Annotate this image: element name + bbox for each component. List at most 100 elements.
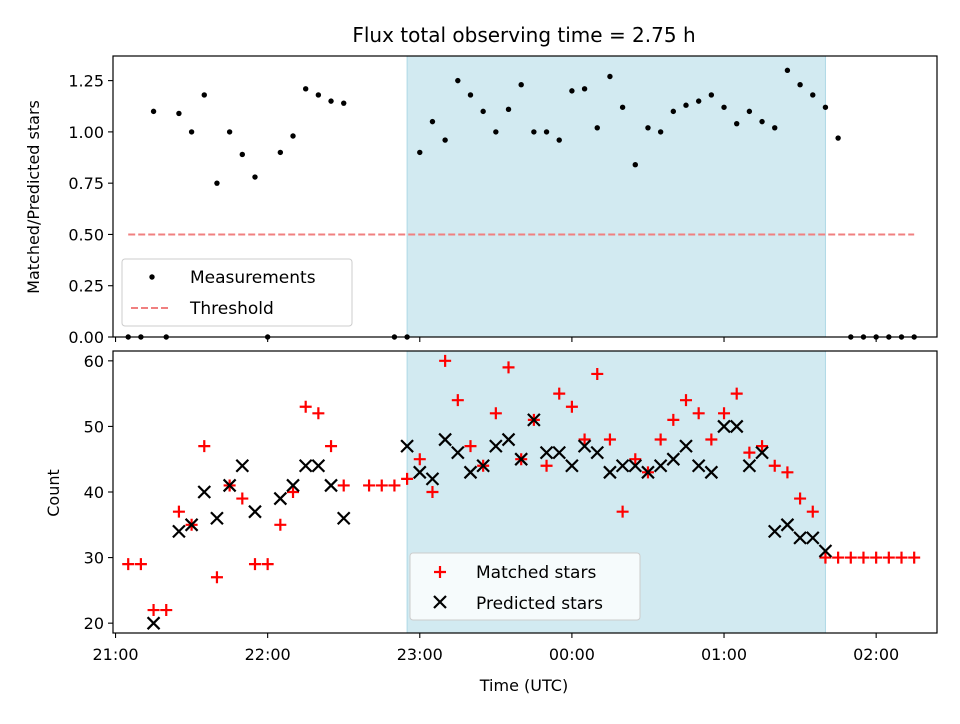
measurement-point <box>442 137 448 143</box>
bottom-y-axis-label: Count <box>44 469 63 517</box>
measurement-point <box>721 104 727 110</box>
bottom-y-tick-label: 40 <box>84 483 104 502</box>
matched-star-point <box>679 394 692 407</box>
predicted-star-point <box>235 458 250 473</box>
measurement-point <box>429 118 436 125</box>
matched-star-point <box>768 459 781 472</box>
predicted-star-point <box>438 432 452 447</box>
matched-star-point <box>375 479 388 492</box>
measurement-point <box>480 108 486 115</box>
measurement-point <box>670 108 677 115</box>
matched-star-point <box>134 558 147 571</box>
matched-star-point <box>363 479 376 492</box>
predicted-star-point <box>324 478 338 493</box>
measurement-point <box>746 108 753 115</box>
predicted-star-point <box>641 465 655 480</box>
matched-star-point <box>819 551 832 564</box>
matched-star-point <box>832 551 845 564</box>
matched-star-point <box>578 433 591 446</box>
legend-predicted-marker <box>433 595 447 609</box>
matched-star-point <box>337 479 350 492</box>
top-points-layer <box>125 67 917 340</box>
legend-measurements-label: Measurements <box>190 268 316 288</box>
top-y-axis-label: Matched/Predicted stars <box>24 100 43 294</box>
bottom-x-tick-label: 01:00 <box>701 645 747 664</box>
measurement-point <box>417 149 423 156</box>
bottom-x-tick-label: 00:00 <box>549 645 595 664</box>
matched-star-point <box>147 604 160 617</box>
matched-star-point <box>401 472 414 485</box>
top-legend: Measurements Threshold <box>121 258 353 327</box>
bottom-y-tick-label: 20 <box>84 614 104 633</box>
measurement-point <box>455 77 461 84</box>
predicted-star-point <box>413 465 427 480</box>
matched-star-point <box>464 440 477 453</box>
predicted-star-point <box>146 616 161 630</box>
measurement-point <box>290 133 296 139</box>
matched-star-point <box>908 551 921 564</box>
predicted-star-point <box>336 511 351 526</box>
top-legend-box <box>121 258 353 327</box>
measurement-point <box>543 129 550 135</box>
predicted-star-point <box>476 458 490 473</box>
matched-star-point <box>806 505 819 518</box>
measurement-point <box>467 92 474 98</box>
matched-star-point <box>591 367 604 380</box>
predicted-star-point <box>273 491 288 506</box>
measurement-point <box>493 129 499 135</box>
matched-star-point <box>312 407 325 420</box>
measurement-point <box>188 129 195 135</box>
matched-star-point <box>325 440 338 453</box>
predicted-star-point <box>704 465 719 480</box>
top-y-tick-label: 0.00 <box>68 328 104 347</box>
matched-star-point <box>172 505 185 518</box>
bottom-y-tick-label: 50 <box>84 417 104 436</box>
measurement-point <box>531 129 537 135</box>
matched-star-point <box>198 440 211 453</box>
predicted-star-point <box>451 445 465 460</box>
matched-star-point <box>844 551 857 564</box>
matched-star-point <box>667 413 680 426</box>
matched-star-point <box>692 407 705 420</box>
measurement-point <box>784 67 791 74</box>
predicted-star-point <box>780 518 795 532</box>
legend-measurements-marker <box>149 274 155 280</box>
predicted-star-point <box>514 452 528 466</box>
top-y-tick-label: 1.25 <box>68 72 104 91</box>
matched-star-point <box>388 479 401 492</box>
measurement-point <box>328 98 334 104</box>
legend-matched-label: Matched stars <box>476 563 596 583</box>
top-x-ticks <box>114 337 877 342</box>
bottom-legend-box <box>409 552 641 621</box>
matched-star-point <box>160 604 173 617</box>
predicted-star-point <box>818 544 833 558</box>
predicted-star-point <box>603 465 617 480</box>
top-y-tick-label: 0.75 <box>68 174 104 193</box>
chart-title: Flux total observing time = 2.75 h <box>352 23 695 47</box>
legend-matched-marker <box>434 566 446 578</box>
predicted-star-point <box>539 445 554 460</box>
predicted-star-point <box>286 478 300 493</box>
measurement-point <box>822 104 829 110</box>
matched-star-point <box>882 551 895 564</box>
measurement-point <box>810 92 816 98</box>
matched-star-point <box>274 518 287 531</box>
top-axes-frame <box>112 55 938 338</box>
measurement-point <box>632 162 638 168</box>
measurement-point <box>341 100 347 106</box>
matched-star-point <box>502 361 515 374</box>
bottom-x-axis-label: Time (UTC) <box>479 676 568 695</box>
predicted-star-point <box>527 413 541 427</box>
bottom-x-tick-label: 23:00 <box>397 645 443 664</box>
measurement-point <box>556 137 562 143</box>
matched-star-point <box>654 433 667 446</box>
matched-star-point <box>895 551 908 564</box>
matched-star-point <box>781 466 794 479</box>
measurement-point <box>683 102 689 108</box>
matched-star-point <box>210 571 223 584</box>
predicted-star-point <box>463 465 478 480</box>
measurement-point <box>277 149 284 156</box>
measurement-point <box>772 125 778 131</box>
predicted-star-point <box>755 445 769 460</box>
